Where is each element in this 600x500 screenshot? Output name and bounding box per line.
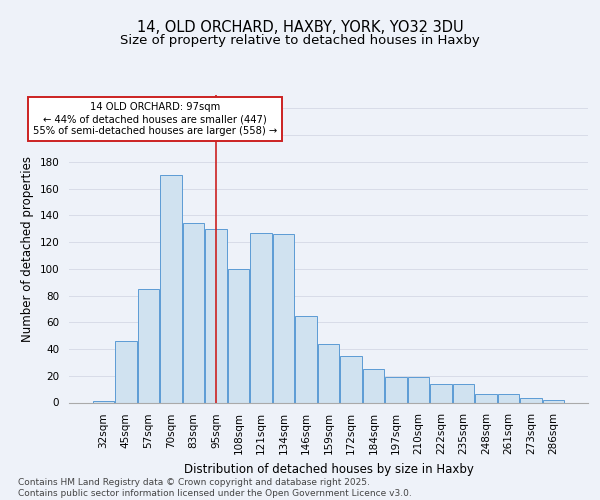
Bar: [498, 394, 520, 402]
Bar: [475, 394, 497, 402]
Bar: [182, 224, 204, 402]
Bar: [205, 228, 227, 402]
Bar: [137, 289, 159, 403]
Text: Contains HM Land Registry data © Crown copyright and database right 2025.
Contai: Contains HM Land Registry data © Crown c…: [18, 478, 412, 498]
Bar: [273, 234, 294, 402]
Bar: [295, 316, 317, 402]
Y-axis label: Number of detached properties: Number of detached properties: [21, 156, 34, 342]
Text: 14 OLD ORCHARD: 97sqm
← 44% of detached houses are smaller (447)
55% of semi-det: 14 OLD ORCHARD: 97sqm ← 44% of detached …: [33, 102, 277, 136]
Bar: [318, 344, 339, 402]
Bar: [543, 400, 565, 402]
Bar: [385, 377, 407, 402]
X-axis label: Distribution of detached houses by size in Haxby: Distribution of detached houses by size …: [184, 462, 473, 475]
Bar: [520, 398, 542, 402]
Bar: [430, 384, 452, 402]
Bar: [408, 377, 429, 402]
Bar: [92, 401, 114, 402]
Bar: [363, 369, 384, 402]
Text: 14, OLD ORCHARD, HAXBY, YORK, YO32 3DU: 14, OLD ORCHARD, HAXBY, YORK, YO32 3DU: [137, 20, 463, 35]
Bar: [340, 356, 362, 403]
Text: Size of property relative to detached houses in Haxby: Size of property relative to detached ho…: [120, 34, 480, 47]
Bar: [115, 341, 137, 402]
Bar: [250, 232, 272, 402]
Bar: [160, 175, 182, 402]
Bar: [228, 269, 249, 402]
Bar: [453, 384, 475, 402]
